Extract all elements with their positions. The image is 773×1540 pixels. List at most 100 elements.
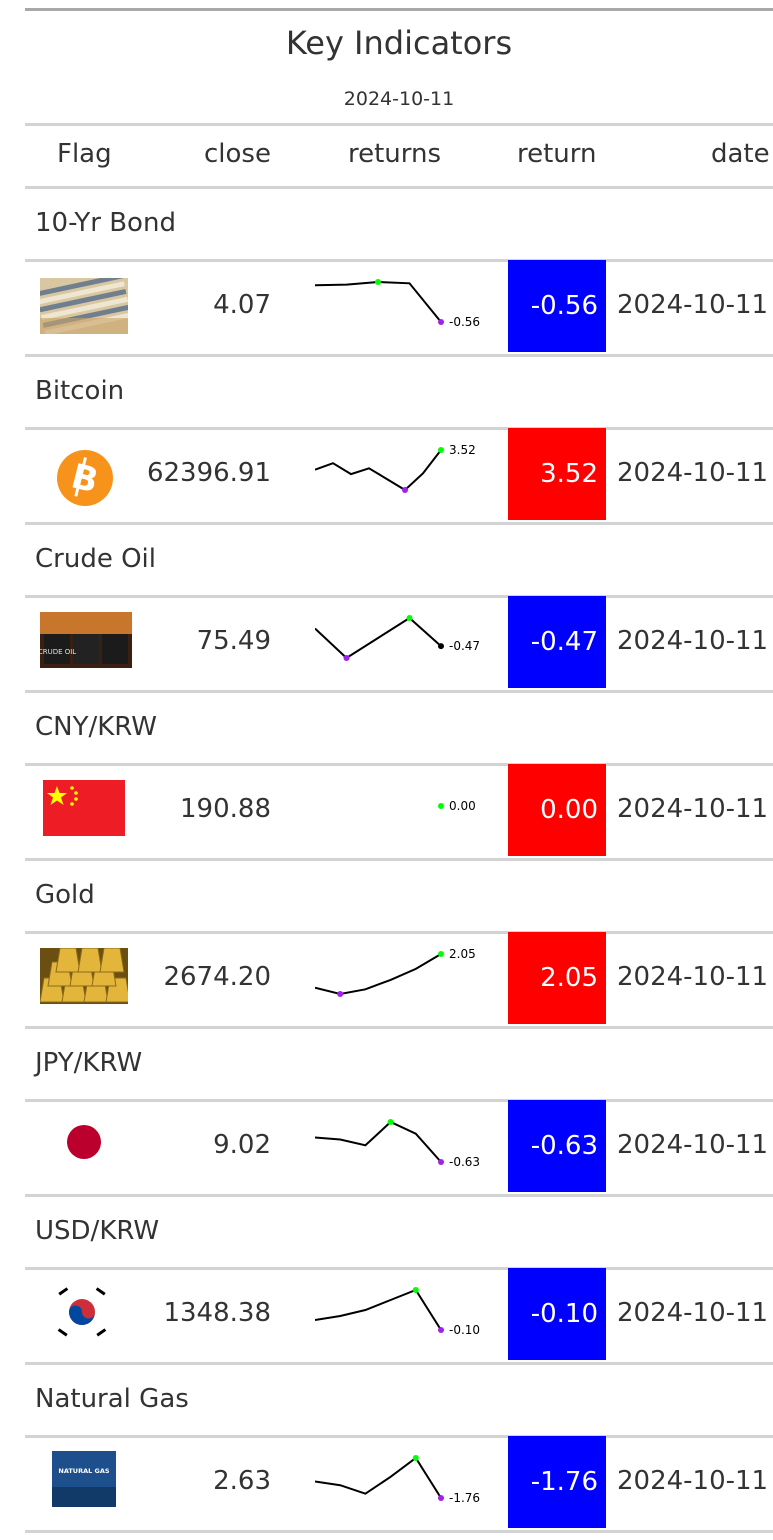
bitcoin-icon: B: [55, 448, 115, 512]
sparkline-max-point: [375, 279, 381, 285]
returns-sparkline: 0.00: [315, 776, 505, 836]
date-value: 2024-10-11: [617, 626, 769, 656]
sparkline-max-point: [438, 447, 444, 453]
returns-sparkline: -0.47: [314, 608, 505, 668]
column-header-date[interactable]: date: [711, 139, 770, 169]
header-top-divider: [25, 123, 773, 126]
crude-oil-icon-text: CRUDE OIL: [40, 648, 76, 656]
china-flag-icon: [43, 780, 125, 840]
sparkline-path: [314, 953, 442, 996]
returns-sparkline: -0.63: [314, 1112, 505, 1172]
group-label: 10-Yr Bond: [35, 208, 176, 238]
bond-certificates-icon: [35, 273, 132, 338]
returns-sparkline: -1.76: [314, 1448, 505, 1508]
close-value: 62396.91: [146, 458, 271, 488]
returns-sparkline: -0.10: [314, 1280, 505, 1340]
sparkline-max-point: [412, 1287, 419, 1293]
return-value: 0.00: [540, 795, 598, 825]
date-value: 2024-10-11: [617, 1466, 769, 1496]
sparkline-last-label: -0.56: [449, 315, 480, 329]
sparkline-min-point: [402, 487, 408, 493]
return-badge: 0.00: [508, 764, 606, 856]
natural-gas-icon: NATURAL GAS: [52, 1451, 116, 1511]
return-value: -1.76: [530, 1467, 598, 1497]
close-value: 9.02: [213, 1130, 271, 1160]
sparkline-max-point: [387, 1119, 394, 1125]
table-top-border: [25, 8, 773, 11]
korea-flag-icon: [52, 1284, 112, 1344]
date-value: 2024-10-11: [617, 962, 769, 992]
returns-sparkline: 3.52: [314, 440, 505, 500]
row-divider: [25, 690, 773, 693]
row-divider: [25, 595, 773, 598]
gold-bars-icon: [39, 947, 131, 1008]
return-badge: -0.56: [508, 260, 606, 352]
return-badge: 3.52: [508, 428, 606, 520]
group-label: Natural Gas: [35, 1384, 189, 1414]
sparkline-last-label: 0.00: [449, 799, 476, 813]
close-value: 4.07: [213, 290, 271, 320]
group-label: USD/KRW: [35, 1216, 160, 1246]
date-value: 2024-10-11: [617, 794, 769, 824]
column-header-close[interactable]: close: [204, 139, 271, 169]
natural-gas-icon-text: NATURAL GAS: [58, 1467, 109, 1475]
row-divider: [25, 1435, 773, 1438]
column-header-flag[interactable]: Flag: [57, 139, 112, 169]
row-divider: [25, 427, 773, 430]
row-divider: [25, 259, 773, 262]
row-divider: [25, 1267, 773, 1270]
date-value: 2024-10-11: [617, 1298, 769, 1328]
group-label: Bitcoin: [35, 376, 125, 406]
return-badge: -1.76: [508, 1436, 606, 1528]
date-value: 2024-10-11: [617, 1130, 769, 1160]
group-label: CNY/KRW: [35, 712, 158, 742]
sparkline-last-label: -1.76: [449, 1491, 480, 1505]
row-divider: [25, 354, 773, 357]
japan-flag-icon: [64, 1122, 104, 1166]
sparkline-min-point: [438, 319, 444, 325]
row-divider: [25, 931, 773, 934]
table-subtitle: 2024-10-11: [343, 88, 455, 110]
return-badge: -0.10: [508, 1268, 606, 1360]
return-badge: -0.47: [508, 596, 606, 688]
column-header-returns[interactable]: returns: [348, 139, 442, 169]
return-value: -0.63: [530, 1131, 598, 1161]
sparkline-path: [314, 1120, 442, 1163]
row-divider: [25, 1026, 773, 1029]
group-label: Gold: [35, 880, 95, 910]
table-title: Key Indicators: [285, 24, 513, 62]
sparkline-max-point: [406, 615, 413, 621]
return-badge: -0.63: [508, 1100, 606, 1192]
sparkline-path: [314, 616, 442, 660]
sparkline-last-point: [438, 643, 444, 650]
returns-sparkline: -0.56: [314, 272, 505, 332]
column-header-return[interactable]: return: [517, 139, 597, 169]
crude-oil-barrels-icon: CRUDE OIL: [38, 612, 132, 672]
close-value: 75.49: [196, 626, 271, 656]
row-divider: [25, 522, 773, 525]
sparkline-min-point: [343, 655, 350, 661]
row-divider: [25, 763, 773, 766]
sparkline-path: [314, 449, 442, 492]
row-divider: [25, 1194, 773, 1197]
date-value: 2024-10-11: [617, 290, 769, 320]
group-label: Crude Oil: [35, 544, 156, 574]
sparkline-last-label: -0.63: [449, 1155, 480, 1169]
return-value: -0.10: [530, 1299, 598, 1329]
close-value: 2.63: [213, 1466, 271, 1496]
sparkline-path: [314, 280, 442, 323]
return-value: -0.56: [530, 291, 598, 321]
sparkline-path: [314, 1456, 442, 1499]
sparkline-path: [314, 1288, 442, 1331]
return-badge: 2.05: [508, 932, 606, 1024]
header-bottom-divider: [25, 186, 773, 189]
group-label: JPY/KRW: [35, 1048, 143, 1078]
row-divider: [25, 1099, 773, 1102]
sparkline-min-point: [438, 1159, 444, 1165]
close-value: 1348.38: [163, 1298, 271, 1328]
row-divider: [25, 858, 773, 861]
sparkline-max-point: [412, 1455, 419, 1461]
row-divider: [25, 1530, 773, 1533]
returns-sparkline: 2.05: [314, 944, 505, 1004]
sparkline-min-point: [438, 1327, 444, 1333]
